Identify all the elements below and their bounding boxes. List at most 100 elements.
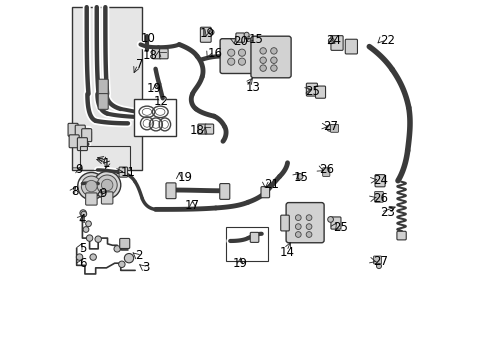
Bar	[80, 145, 129, 170]
Circle shape	[114, 246, 120, 252]
Circle shape	[95, 236, 101, 242]
Text: 5: 5	[79, 242, 86, 255]
Text: 6: 6	[79, 257, 86, 270]
FancyBboxPatch shape	[250, 232, 258, 242]
Text: 26: 26	[319, 163, 333, 176]
FancyBboxPatch shape	[345, 39, 357, 54]
FancyBboxPatch shape	[219, 184, 229, 199]
Text: 14: 14	[279, 246, 294, 259]
FancyBboxPatch shape	[81, 129, 92, 141]
Bar	[134, 99, 176, 136]
FancyBboxPatch shape	[373, 256, 381, 264]
Text: 25: 25	[304, 85, 319, 98]
FancyBboxPatch shape	[68, 123, 78, 136]
FancyBboxPatch shape	[261, 186, 269, 198]
Circle shape	[101, 179, 113, 191]
Text: 19: 19	[199, 27, 214, 40]
FancyBboxPatch shape	[250, 36, 290, 78]
FancyBboxPatch shape	[204, 124, 213, 134]
Text: 19: 19	[232, 257, 247, 270]
Text: 15: 15	[293, 171, 308, 184]
Text: 27: 27	[372, 255, 387, 268]
Circle shape	[295, 231, 301, 237]
Text: 13: 13	[244, 81, 260, 94]
Text: 24: 24	[325, 34, 341, 48]
Circle shape	[270, 57, 277, 63]
Circle shape	[297, 174, 303, 179]
Circle shape	[227, 58, 234, 65]
Circle shape	[260, 57, 266, 63]
Circle shape	[327, 217, 333, 222]
Circle shape	[80, 210, 86, 216]
Circle shape	[295, 215, 301, 221]
FancyBboxPatch shape	[306, 83, 317, 96]
Circle shape	[227, 49, 234, 56]
FancyBboxPatch shape	[101, 192, 113, 204]
Text: 16: 16	[207, 47, 223, 60]
Circle shape	[305, 215, 311, 221]
Circle shape	[76, 254, 82, 260]
Text: 21: 21	[264, 178, 279, 191]
Text: 25: 25	[333, 221, 347, 234]
Text: 12: 12	[154, 95, 169, 108]
Text: 10: 10	[140, 32, 155, 45]
FancyBboxPatch shape	[330, 217, 340, 229]
FancyBboxPatch shape	[315, 86, 325, 98]
FancyBboxPatch shape	[119, 167, 127, 177]
Circle shape	[326, 125, 332, 131]
Text: 22: 22	[379, 34, 394, 48]
Text: 27: 27	[322, 121, 337, 134]
FancyBboxPatch shape	[69, 135, 79, 148]
Circle shape	[295, 224, 301, 229]
Circle shape	[305, 231, 311, 237]
Text: 18: 18	[142, 49, 158, 62]
Circle shape	[124, 253, 133, 263]
FancyBboxPatch shape	[198, 124, 206, 134]
Circle shape	[97, 175, 117, 195]
Text: 23: 23	[379, 207, 394, 220]
FancyBboxPatch shape	[280, 215, 289, 231]
Text: 7: 7	[136, 58, 143, 71]
Circle shape	[238, 58, 245, 65]
Circle shape	[86, 235, 93, 241]
Circle shape	[244, 32, 249, 37]
FancyBboxPatch shape	[159, 49, 168, 59]
Text: 26: 26	[372, 192, 387, 205]
Bar	[225, 226, 267, 261]
FancyBboxPatch shape	[77, 138, 87, 150]
FancyBboxPatch shape	[330, 125, 338, 132]
FancyBboxPatch shape	[98, 79, 108, 95]
Text: 2: 2	[135, 249, 142, 262]
Text: 11: 11	[121, 166, 136, 179]
Circle shape	[376, 264, 381, 269]
Text: 4: 4	[79, 213, 86, 226]
Circle shape	[208, 30, 214, 35]
Text: 19: 19	[146, 82, 162, 95]
FancyBboxPatch shape	[200, 27, 211, 42]
FancyBboxPatch shape	[152, 49, 161, 59]
Text: 9: 9	[75, 163, 82, 176]
Circle shape	[85, 221, 91, 226]
FancyBboxPatch shape	[330, 36, 343, 50]
FancyBboxPatch shape	[396, 231, 406, 240]
Text: 24: 24	[372, 174, 387, 187]
Circle shape	[260, 48, 266, 54]
Circle shape	[90, 254, 96, 260]
Bar	[72, 7, 142, 170]
Text: 19: 19	[178, 171, 193, 184]
FancyBboxPatch shape	[98, 94, 108, 109]
FancyBboxPatch shape	[85, 193, 97, 205]
Text: 9: 9	[99, 187, 106, 200]
FancyBboxPatch shape	[165, 183, 176, 199]
FancyBboxPatch shape	[120, 238, 129, 248]
Text: 20: 20	[233, 35, 247, 49]
Circle shape	[119, 261, 125, 267]
FancyBboxPatch shape	[75, 125, 85, 138]
Text: 1: 1	[102, 157, 110, 170]
Circle shape	[93, 171, 121, 199]
FancyBboxPatch shape	[235, 33, 244, 42]
Circle shape	[85, 180, 97, 192]
Text: 3: 3	[142, 261, 149, 274]
Text: 18: 18	[189, 124, 204, 137]
FancyBboxPatch shape	[374, 192, 383, 202]
